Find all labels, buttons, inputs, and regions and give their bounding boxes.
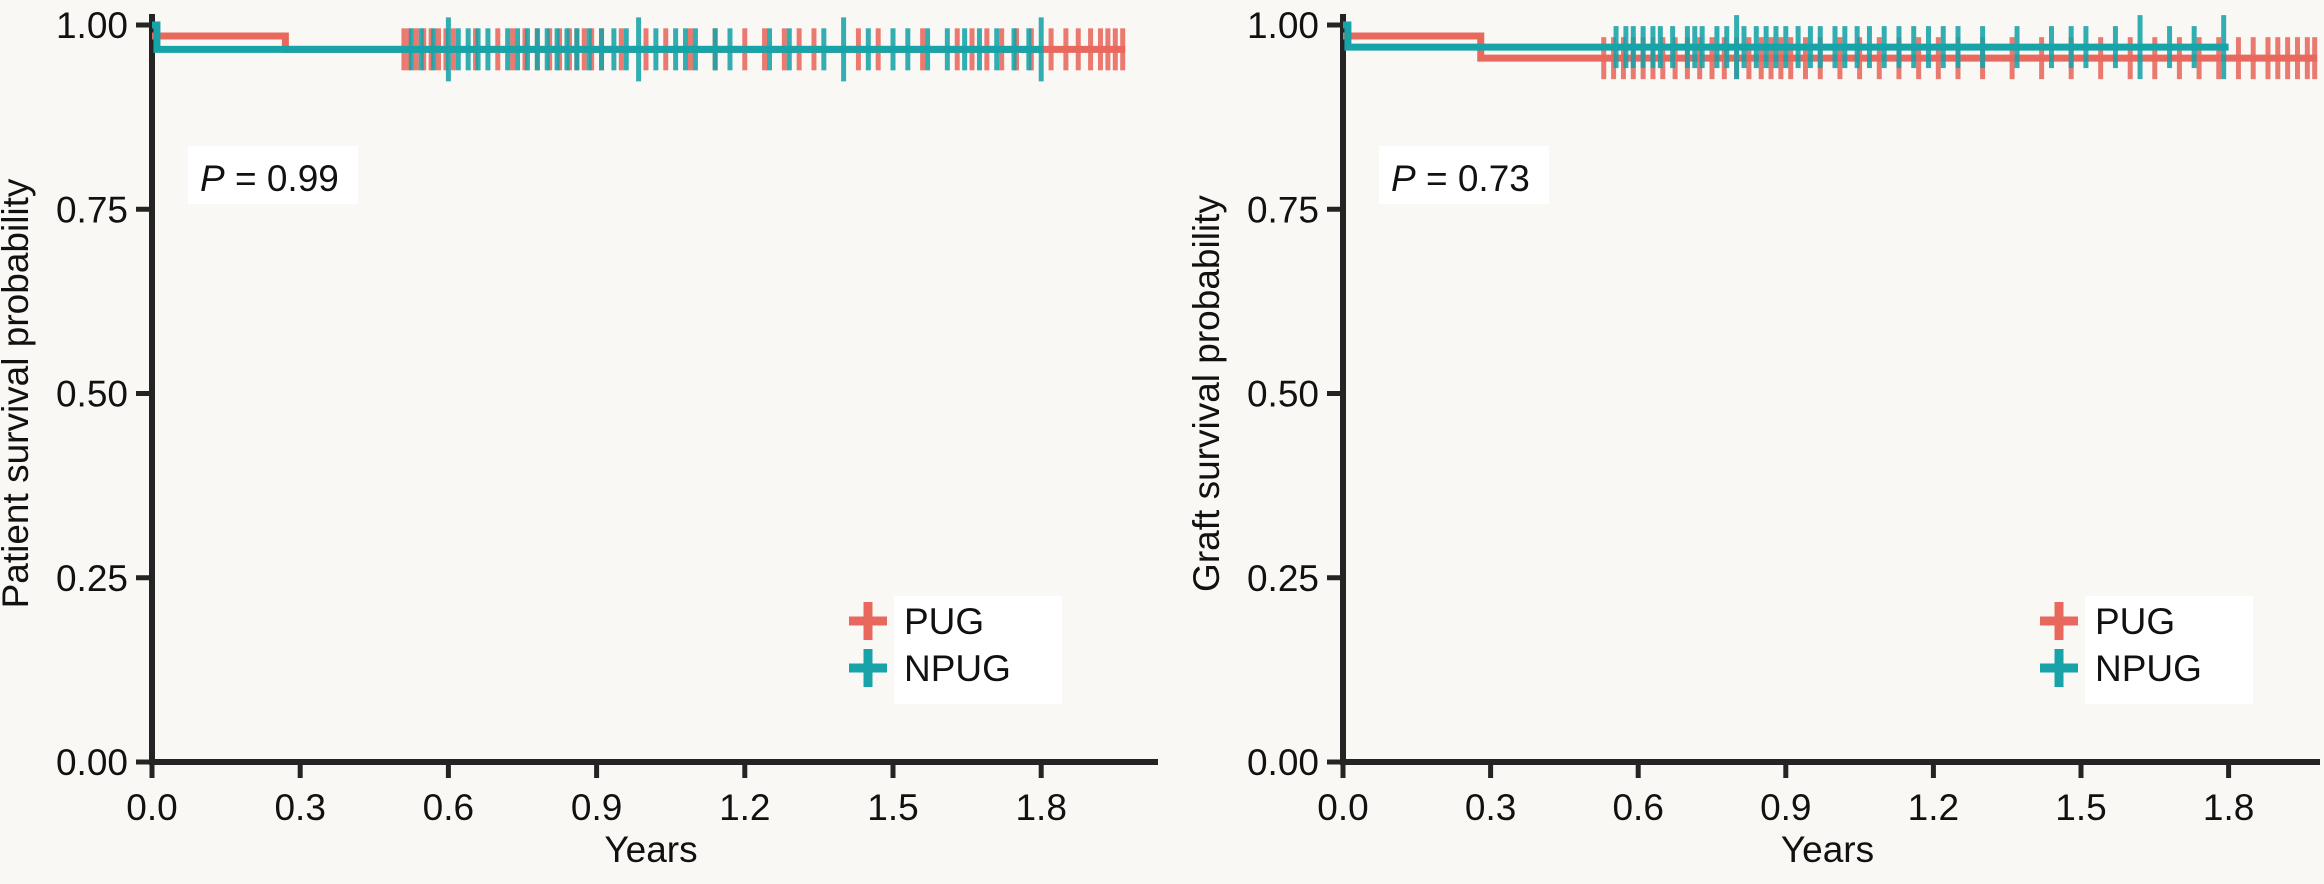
legend-plus-icon-npug <box>849 649 887 687</box>
graft-survival-chart: 1.00 0.75 0.50 0.25 0.000.0 0.3 0.6 0.9 1.2 1.5 1.… <box>1186 5 2320 870</box>
graft-survival-panel: 1.00 0.75 0.50 0.25 0.00 0.0 0.3 0.6 0.9 1.2 1.5 1.… <box>1162 0 2324 884</box>
y-tick-label: 0.00 <box>1247 742 1319 783</box>
legend-label-pug: PUG <box>2095 601 2175 642</box>
p-symbol: P <box>1391 158 1416 199</box>
p-value-label: P = 0.73 <box>1391 158 1530 199</box>
x-tick-label: 1.5 <box>867 787 918 828</box>
x-tick-label: 0.6 <box>423 787 474 828</box>
legend-plus-icon-pug <box>2040 602 2078 640</box>
x-tick-label: 0.0 <box>126 787 177 828</box>
y-tick-label: 0.75 <box>56 189 128 230</box>
legend-label-pug: PUG <box>904 601 984 642</box>
y-tick-label: 0.00 <box>56 742 128 783</box>
x-tick-label: 0.9 <box>571 787 622 828</box>
x-tick-label: 1.8 <box>1015 787 1066 828</box>
legend-label-npug: NPUG <box>904 648 1011 689</box>
censor-marks-npug <box>408 17 1044 82</box>
y-tick-label: 0.50 <box>56 374 128 415</box>
legend-box <box>2085 596 2253 704</box>
p-value-text: = 0.73 <box>1416 158 1530 199</box>
legend-box <box>894 596 1062 704</box>
x-tick-label: 0.3 <box>1465 787 1516 828</box>
y-tick-label: 1.00 <box>1247 5 1319 46</box>
y-axis-title: Patient survival probability <box>0 178 36 608</box>
x-tick-label: 0.9 <box>1760 787 1811 828</box>
legend-label-npug: NPUG <box>2095 648 2202 689</box>
patient-survival-chart: 1.00 0.75 0.50 0.25 0.000.0 0.3 0.6 0.9 1.2 1.5 1.… <box>0 5 1158 870</box>
x-tick-label: 1.5 <box>2055 787 2106 828</box>
x-tick-label: 0.3 <box>274 787 325 828</box>
y-tick-label: 0.75 <box>1247 189 1319 230</box>
x-tick-label: 0.0 <box>1317 787 1368 828</box>
y-tick-label: 1.00 <box>56 5 128 46</box>
x-tick-label: 0.6 <box>1612 787 1663 828</box>
p-value-label: P = 0.99 <box>200 158 339 199</box>
y-tick-label: 0.25 <box>1247 558 1319 599</box>
legend-plus-icon-pug <box>849 602 887 640</box>
p-value-box <box>188 146 358 204</box>
x-axis-title: Years <box>1781 829 1874 870</box>
p-value-text: = 0.99 <box>225 158 339 199</box>
p-value-box <box>1379 146 1549 204</box>
censor-marks-npug <box>1613 15 2227 80</box>
y-tick-label: 0.25 <box>56 558 128 599</box>
x-tick-label: 1.8 <box>2203 787 2254 828</box>
patient-survival-panel: 1.00 0.75 0.50 0.25 0.00 0.0 0.3 0.6 0.9 1.2 1.5 1.… <box>0 5 1158 870</box>
legend-plus-icon-npug <box>2040 649 2078 687</box>
y-tick-label: 0.50 <box>1247 374 1319 415</box>
x-tick-label: 1.2 <box>1908 787 1959 828</box>
y-axis-title: Graft survival probability <box>1186 195 1227 592</box>
x-axis-title: Years <box>604 829 697 870</box>
x-tick-label: 1.2 <box>719 787 770 828</box>
p-symbol: P <box>200 158 225 199</box>
